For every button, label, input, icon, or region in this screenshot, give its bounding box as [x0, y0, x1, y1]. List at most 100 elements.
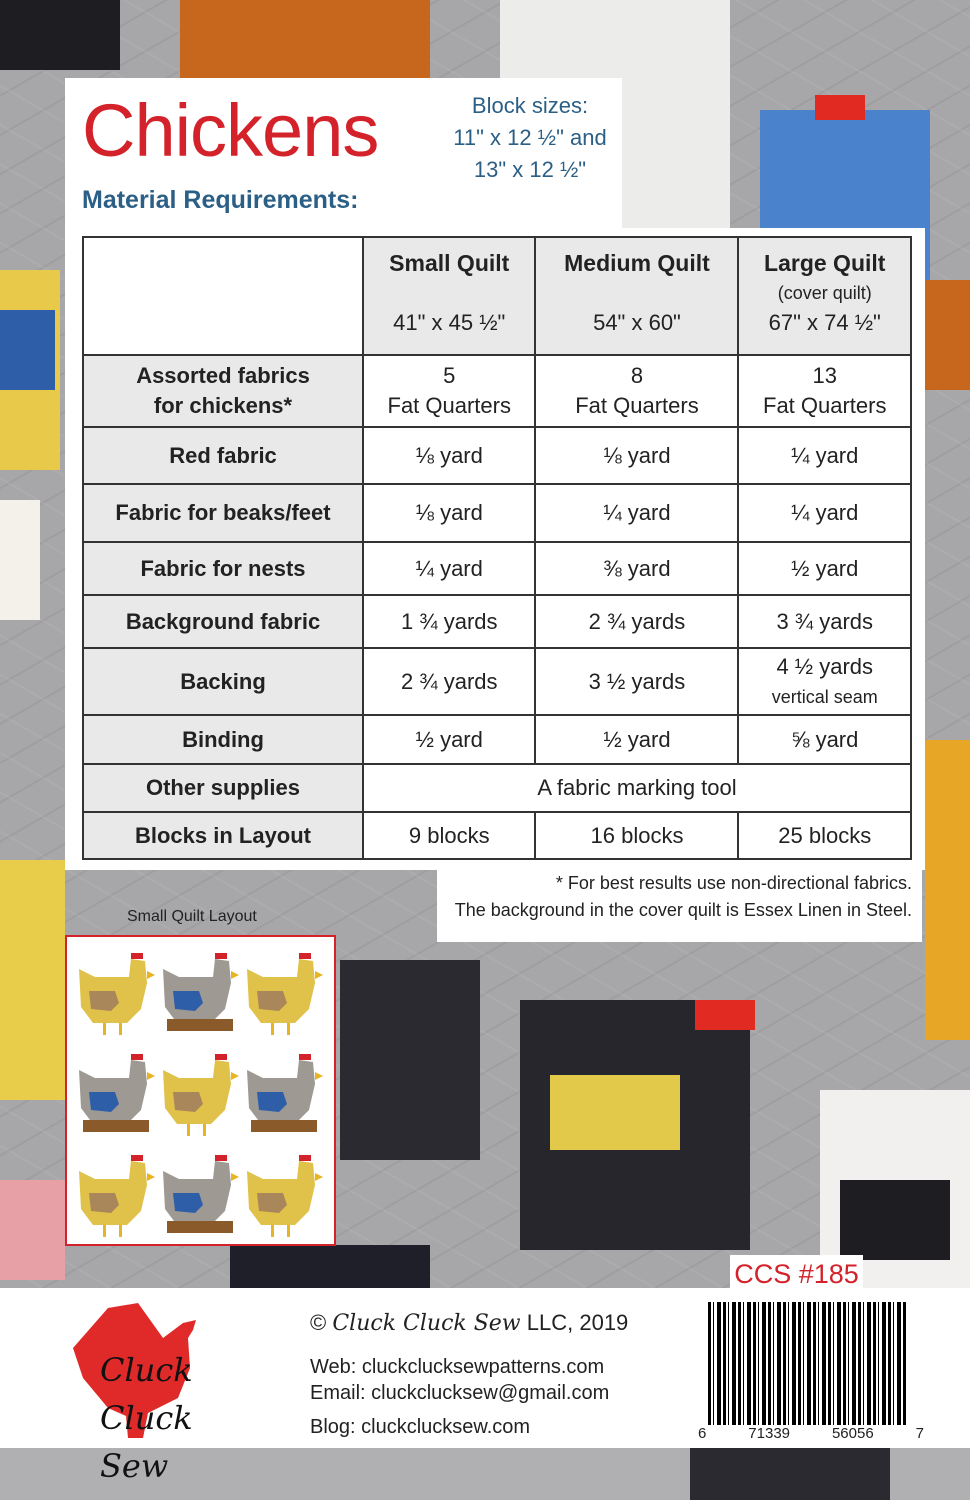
- table-cell: 3 ½ yards: [534, 647, 740, 716]
- table-row-blocks: Blocks in Layout 9 blocks 16 blocks 25 bloc…: [82, 811, 912, 860]
- col-large: Large Quilt (cover quilt) 67" x 74 ½": [737, 236, 912, 356]
- chicken-block-yellow: [75, 947, 159, 1048]
- table-cell: ¼ yard: [534, 483, 740, 543]
- row-label: Background fabric: [82, 594, 364, 649]
- blog-link[interactable]: Blog: cluckclucksew.com: [310, 1416, 531, 1438]
- chicken-block-yellow: [243, 947, 327, 1048]
- table-cell: 2 ¾ yards: [534, 594, 740, 649]
- layout-label: Small Quilt Layout: [127, 908, 257, 925]
- table-cell: vertical seam: [771, 686, 878, 707]
- table-cell: 5 Fat Quarters: [361, 354, 537, 428]
- material-requirements-heading: Material Requirements:: [82, 186, 359, 214]
- materials-table: Small Quilt 41" x 45 ½" Medium Quilt 54" x…: [82, 236, 912, 860]
- col-small: Small Quilt 41" x 45 ½": [361, 236, 537, 356]
- table-cell: (cover quilt): [777, 283, 872, 303]
- table-cell: ½ yard: [361, 714, 537, 765]
- chicken-icon: [79, 1155, 155, 1237]
- web-link[interactable]: Web: cluckclucksewpatterns.com: [310, 1356, 605, 1378]
- table-cell: 4 ½ yards vertical seam: [737, 647, 912, 716]
- email-link[interactable]: Email: cluckclucksew@gmail.com: [310, 1382, 610, 1404]
- table-row: Fabric for beaks/feet ⅛ yard ¼ yard ¼ yard: [82, 483, 912, 543]
- chicken-block-yellow: [243, 1149, 327, 1250]
- table-cell: Fat Quarters: [575, 393, 699, 418]
- chicken-icon: [247, 1054, 323, 1132]
- row-label: Other supplies: [82, 763, 364, 813]
- table-cell: for chickens*: [153, 393, 293, 418]
- small-quilt-layout: [65, 935, 336, 1246]
- row-label: Assorted fabrics for chickens*: [82, 354, 364, 428]
- row-label: Fabric for nests: [82, 541, 364, 596]
- row-label: Fabric for beaks/feet: [82, 483, 364, 543]
- footnote: * For best results use non-directional f…: [437, 864, 922, 942]
- footnote-line: The background in the cover quilt is Ess…: [454, 900, 912, 920]
- table-row-other-supplies: Other supplies A fabric marking tool: [82, 763, 912, 813]
- table-cell: [364, 278, 534, 308]
- table-cell: Medium Quilt: [564, 250, 710, 276]
- table-cell: 1 ¾ yards: [361, 594, 537, 649]
- block-sizes: Block sizes: 11" x 12 ½" and 13" x 12 ½": [440, 90, 620, 186]
- table-row: Background fabric 1 ¾ yards 2 ¾ yards 3 ¾ y…: [82, 594, 912, 649]
- table-cell: 25 blocks: [737, 811, 912, 860]
- block-sizes-label: Block sizes:: [471, 93, 589, 118]
- empty-corner-cell: [82, 236, 364, 356]
- chicken-block-grey: [75, 1048, 159, 1149]
- table-cell: 9 blocks: [361, 811, 537, 860]
- table-cell: Small Quilt: [389, 250, 510, 276]
- chicken-block-grey: [159, 947, 243, 1048]
- table-row: Binding ½ yard ½ yard ⅝ yard: [82, 714, 912, 765]
- table-cell: ⅛ yard: [534, 426, 740, 485]
- table-row: Assorted fabrics for chickens* 5 Fat Quart…: [82, 354, 912, 428]
- chicken-block-yellow: [75, 1149, 159, 1250]
- table-cell: 5: [443, 363, 456, 388]
- row-label: Backing: [82, 647, 364, 716]
- copyright: © Cluck Cluck Sew LLC, 2019: [310, 1310, 629, 1336]
- table-cell: Large Quilt: [764, 250, 886, 276]
- table-cell: ½ yard: [534, 714, 740, 765]
- chicken-icon: [163, 953, 239, 1031]
- table-cell: 13: [812, 363, 837, 388]
- chicken-icon: [79, 953, 155, 1035]
- block-size-2: 13" x 12 ½": [473, 157, 587, 182]
- chicken-icon: [163, 1054, 239, 1136]
- logo-text: Cluck Cluck Sew: [100, 1351, 193, 1485]
- block-size-1: 11" x 12 ½" and: [453, 125, 607, 150]
- header-panel: [65, 78, 622, 238]
- barcode-digits: 6 71339 56056 7: [696, 1425, 926, 1442]
- table-cell: ⅝ yard: [737, 714, 912, 765]
- table-cell: ⅜ yard: [534, 541, 740, 596]
- col-medium: Medium Quilt 54" x 60": [534, 236, 740, 356]
- table-cell: A fabric marking tool: [362, 763, 912, 813]
- table-cell: 8 Fat Quarters: [534, 354, 740, 428]
- table-cell: 67" x 74 ½": [768, 310, 881, 335]
- table-cell: ¼ yard: [737, 426, 912, 485]
- table-cell: 3 ¾ yards: [737, 594, 912, 649]
- barcode: [708, 1302, 908, 1427]
- table-cell: ¼ yard: [737, 483, 912, 543]
- table-cell: [536, 278, 737, 308]
- table-cell: 8: [630, 363, 644, 388]
- table-row: Red fabric ⅛ yard ⅛ yard ¼ yard: [82, 426, 912, 485]
- pattern-code: CCS #185: [730, 1255, 863, 1290]
- chicken-block-yellow: [159, 1048, 243, 1149]
- row-label: Blocks in Layout: [82, 811, 364, 860]
- hen-logo-icon: [73, 1303, 196, 1438]
- table-cell: ⅛ yard: [361, 426, 537, 485]
- table-cell: 2 ¾ yards: [361, 647, 537, 716]
- chicken-block-grey: [243, 1048, 327, 1149]
- chicken-icon: [79, 1054, 155, 1132]
- chicken-icon: [247, 953, 323, 1035]
- table-cell: ⅛ yard: [361, 483, 537, 543]
- row-label: Red fabric: [82, 426, 364, 485]
- table-cell: Fat Quarters: [763, 393, 887, 418]
- table-cell: 41" x 45 ½": [393, 310, 506, 335]
- table-row: Fabric for nests ¼ yard ⅜ yard ½ yard: [82, 541, 912, 596]
- table-row: Backing 2 ¾ yards 3 ½ yards 4 ½ yards verti…: [82, 647, 912, 716]
- table-cell: ½ yard: [737, 541, 912, 596]
- chicken-block-grey: [159, 1149, 243, 1250]
- table-cell: 16 blocks: [534, 811, 740, 860]
- table-cell: Fat Quarters: [387, 393, 511, 418]
- chicken-icon: [247, 1155, 323, 1237]
- table-cell: ¼ yard: [361, 541, 537, 596]
- row-label: Binding: [82, 714, 364, 765]
- table-cell: 54" x 60": [593, 310, 681, 335]
